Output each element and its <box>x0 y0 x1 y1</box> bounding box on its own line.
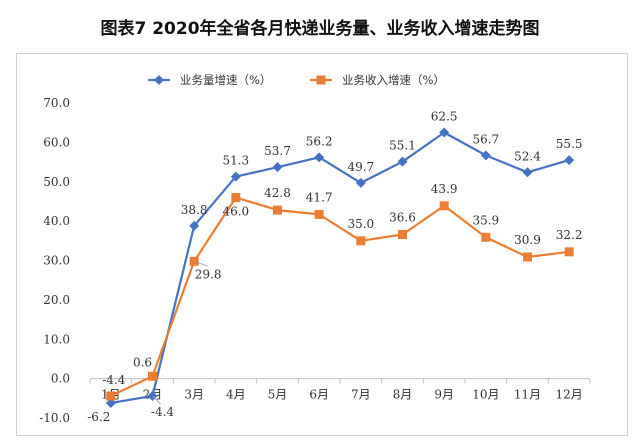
x-tick-label: 11月 <box>514 388 541 402</box>
volume-growth-point <box>230 171 241 182</box>
revenue-growth-point <box>481 232 491 242</box>
revenue-growth-point <box>356 236 366 246</box>
volume-growth-point <box>439 127 450 138</box>
legend-label: 业务量增速（%） <box>180 73 271 87</box>
revenue-growth-point <box>106 391 116 401</box>
x-tick-label: 12月 <box>556 388 583 402</box>
volume-growth-data-label: 49.7 <box>347 160 374 174</box>
revenue-growth-point <box>398 230 407 240</box>
revenue-growth-data-label: 30.9 <box>514 233 541 247</box>
leader-line <box>152 395 161 405</box>
volume-growth-point <box>522 167 533 178</box>
x-tick-label: 10月 <box>472 388 499 402</box>
revenue-growth-point <box>314 209 324 219</box>
volume-growth-data-label: 55.5 <box>556 137 583 151</box>
revenue-growth-data-label: 41.7 <box>306 190 333 204</box>
volume-growth-data-label: 51.3 <box>222 154 249 168</box>
chart-title: 图表7 2020年全省各月快递业务量、业务收入增速走势图 <box>100 19 540 39</box>
volume-growth-point <box>355 177 366 188</box>
revenue-growth-data-label: 29.8 <box>195 267 222 281</box>
y-tick-label: 70.0 <box>43 96 70 110</box>
volume-growth-point <box>314 152 325 163</box>
revenue-growth-data-label: 46.0 <box>222 205 249 219</box>
revenue-growth-line <box>110 196 570 397</box>
revenue-growth-data-label: 0.6 <box>133 355 152 369</box>
x-tick-label: 9月 <box>434 388 454 402</box>
volume-growth-data-label: 53.7 <box>264 144 291 158</box>
x-tick-label: 5月 <box>268 388 288 402</box>
legend-square-marker <box>316 75 326 85</box>
volume-growth-data-label: 56.7 <box>472 132 499 146</box>
revenue-growth-point <box>148 371 157 381</box>
volume-growth-data-label: 38.8 <box>181 203 208 217</box>
volume-growth-data-label: 55.1 <box>389 139 416 153</box>
x-tick-label: 7月 <box>351 388 371 402</box>
y-tick-label: 10.0 <box>43 332 70 346</box>
volume-growth-point <box>564 155 575 166</box>
revenue-growth-data-label: 35.9 <box>472 213 499 227</box>
y-tick-label: 40.0 <box>43 214 70 228</box>
volume-growth-data-label: -6.2 <box>87 410 110 424</box>
volume-growth-point <box>272 162 283 173</box>
revenue-growth-point <box>523 252 532 262</box>
chart-frame <box>16 53 628 436</box>
revenue-growth-point <box>273 205 282 215</box>
y-tick-label: -10.0 <box>39 411 70 425</box>
volume-growth-point <box>397 156 408 167</box>
y-tick-label: 20.0 <box>43 293 70 307</box>
revenue-growth-data-label: 35.0 <box>347 217 374 231</box>
revenue-growth-data-label: 36.6 <box>389 211 416 225</box>
volume-growth-data-label: -4.4 <box>151 405 175 419</box>
volume-growth-data-label: 62.5 <box>431 110 458 124</box>
leader-line <box>194 260 209 267</box>
volume-growth-data-label: 52.4 <box>514 149 541 163</box>
y-tick-label: 60.0 <box>43 135 70 149</box>
x-tick-label: 3月 <box>184 388 204 402</box>
x-tick-label: 4月 <box>226 388 246 402</box>
revenue-growth-data-label: -4.4 <box>102 373 126 387</box>
y-tick-label: 50.0 <box>43 175 70 189</box>
y-tick-label: 0.0 <box>51 372 70 386</box>
revenue-growth-point <box>439 201 449 211</box>
volume-growth-point <box>480 150 491 161</box>
x-tick-label: 8月 <box>393 388 413 402</box>
volume-growth-point <box>105 398 116 409</box>
revenue-growth-data-label: 42.8 <box>264 186 291 200</box>
legend-label: 业务收入增速（%） <box>342 73 445 87</box>
legend-diamond-marker <box>154 75 164 85</box>
volume-growth-data-label: 56.2 <box>306 134 333 148</box>
volume-growth-point <box>189 220 200 231</box>
y-tick-label: 30.0 <box>43 254 70 268</box>
x-tick-label: 6月 <box>309 388 329 402</box>
revenue-growth-point <box>231 193 241 202</box>
revenue-growth-point <box>564 247 574 257</box>
volume-growth-line <box>110 131 570 405</box>
revenue-growth-data-label: 43.9 <box>431 182 458 196</box>
revenue-growth-data-label: 32.2 <box>556 228 583 242</box>
